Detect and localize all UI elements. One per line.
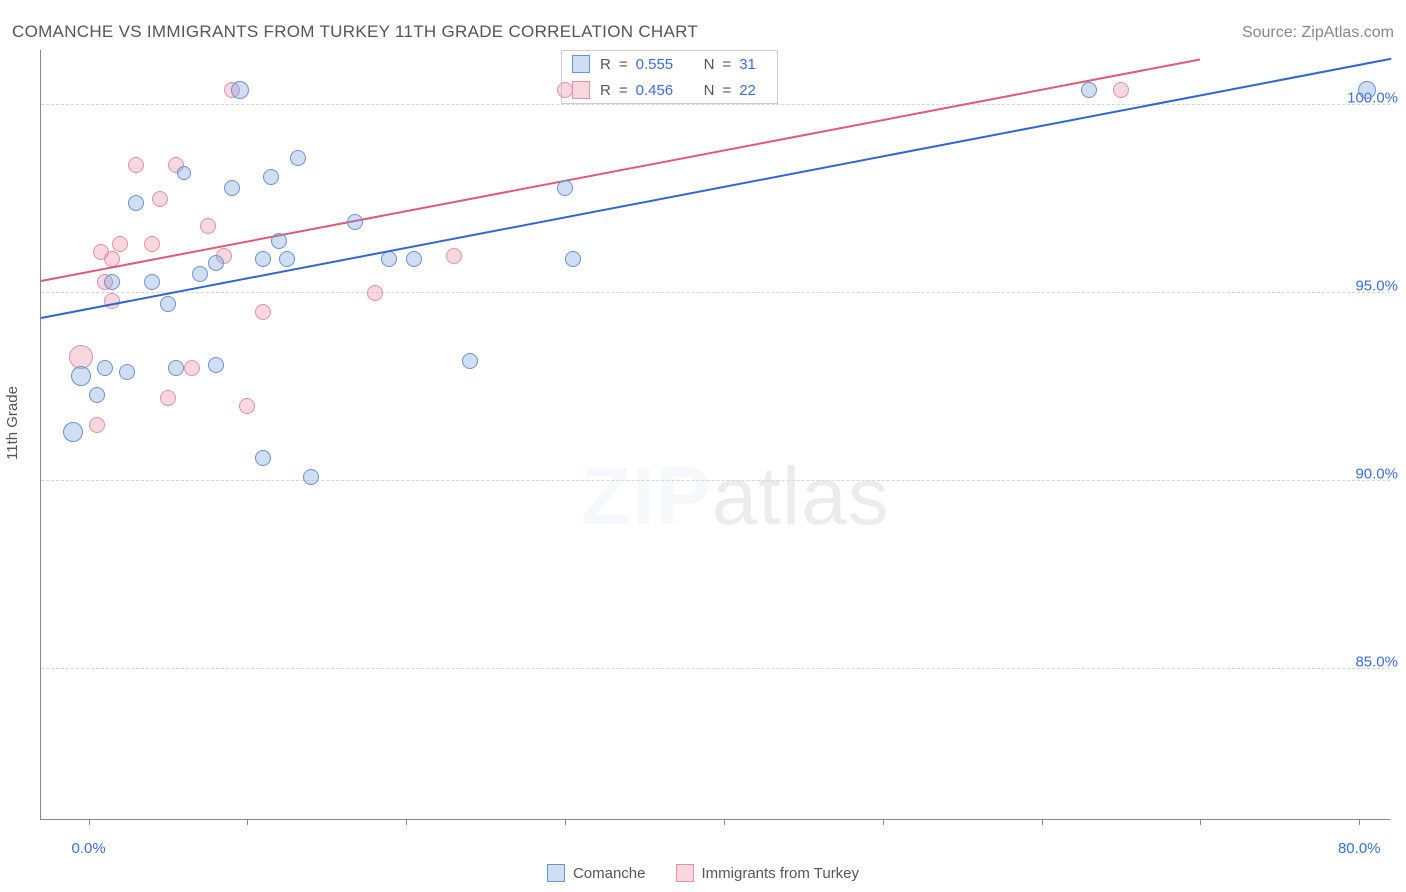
data-point-turkey [160, 390, 176, 406]
data-point-turkey [239, 398, 255, 414]
x-tick [883, 819, 884, 825]
data-point-comanche [128, 195, 144, 211]
r-label: R [600, 82, 611, 99]
data-point-turkey [128, 157, 144, 173]
x-tick [1200, 819, 1201, 825]
x-tick [89, 819, 90, 825]
data-point-comanche [1081, 82, 1097, 98]
data-point-turkey [1113, 82, 1129, 98]
corr-row-comanche: R = 0.555 N = 31 [562, 51, 777, 77]
data-point-comanche [381, 251, 397, 267]
data-point-turkey [255, 304, 271, 320]
source-prefix: Source: [1242, 24, 1302, 41]
swatch-comanche [572, 55, 590, 73]
data-point-turkey [89, 417, 105, 433]
data-point-turkey [200, 218, 216, 234]
source-name: ZipAtlas.com [1302, 24, 1394, 41]
data-point-turkey [112, 236, 128, 252]
watermark-bold: ZIP [581, 451, 712, 542]
n-value: 31 [739, 56, 767, 73]
r-label: R [600, 56, 611, 73]
data-point-turkey [367, 285, 383, 301]
data-point-comanche [1358, 81, 1376, 99]
data-point-comanche [177, 166, 191, 180]
y-tick-label: 85.0% [1355, 653, 1398, 670]
n-label: N [704, 56, 715, 73]
data-point-comanche [347, 214, 363, 230]
x-tick-label: 0.0% [72, 840, 106, 857]
scatter-chart: ZIPatlas R=0.555N=31R=0.456N=22 85.0%90.… [40, 50, 1390, 820]
data-point-comanche [255, 450, 271, 466]
data-point-comanche [119, 364, 135, 380]
gridline [41, 480, 1390, 481]
watermark: ZIPatlas [581, 450, 890, 544]
n-value: 22 [739, 82, 767, 99]
data-point-comanche [303, 469, 319, 485]
data-point-comanche [557, 180, 573, 196]
x-tick [247, 819, 248, 825]
data-point-comanche [224, 180, 240, 196]
gridline [41, 292, 1390, 293]
x-tick [1359, 819, 1360, 825]
data-point-comanche [63, 422, 83, 442]
data-point-comanche [255, 251, 271, 267]
source-attribution: Source: ZipAtlas.com [1242, 24, 1394, 42]
r-value: 0.555 [636, 56, 688, 73]
data-point-comanche [168, 360, 184, 376]
legend-label: Comanche [573, 865, 646, 882]
data-point-turkey [144, 236, 160, 252]
equals: = [619, 82, 628, 99]
data-point-comanche [462, 353, 478, 369]
data-point-comanche [144, 274, 160, 290]
y-tick-label: 95.0% [1355, 278, 1398, 295]
data-point-comanche [104, 274, 120, 290]
data-point-comanche [406, 251, 422, 267]
data-point-comanche [279, 251, 295, 267]
data-point-comanche [160, 296, 176, 312]
corr-row-turkey: R = 0.456 N = 22 [562, 77, 777, 103]
legend-label: Immigrants from Turkey [702, 865, 860, 882]
legend-swatch-comanche [547, 864, 565, 882]
x-tick [1042, 819, 1043, 825]
correlation-legend: R = 0.555 N = 31 R = 0.456 N = 22 [561, 50, 778, 104]
y-axis-label: 11th Grade [4, 386, 21, 460]
data-point-comanche [89, 387, 105, 403]
gridline [41, 668, 1390, 669]
swatch-turkey [572, 81, 590, 99]
data-point-comanche [71, 366, 91, 386]
data-point-turkey [446, 248, 462, 264]
equals: = [619, 56, 628, 73]
x-tick-label: 80.0% [1338, 840, 1381, 857]
y-tick-label: 90.0% [1355, 465, 1398, 482]
data-point-comanche [97, 360, 113, 376]
legend-swatch-turkey [676, 864, 694, 882]
legend-item-turkey: Immigrants from Turkey [676, 864, 860, 882]
equals: = [722, 56, 731, 73]
legend-item-comanche: Comanche [547, 864, 646, 882]
data-point-comanche [231, 81, 249, 99]
data-point-turkey [152, 191, 168, 207]
data-point-turkey [557, 82, 573, 98]
data-point-comanche [271, 233, 287, 249]
data-point-comanche [208, 357, 224, 373]
equals: = [722, 82, 731, 99]
gridline [41, 104, 1390, 105]
chart-title: COMANCHE VS IMMIGRANTS FROM TURKEY 11TH … [12, 22, 698, 42]
x-tick [724, 819, 725, 825]
series-legend: Comanche Immigrants from Turkey [0, 864, 1406, 882]
watermark-rest: atlas [712, 451, 890, 542]
data-point-comanche [208, 255, 224, 271]
n-label: N [704, 82, 715, 99]
data-point-comanche [565, 251, 581, 267]
x-tick [406, 819, 407, 825]
data-point-comanche [192, 266, 208, 282]
data-point-comanche [290, 150, 306, 166]
x-tick [565, 819, 566, 825]
data-point-turkey [184, 360, 200, 376]
r-value: 0.456 [636, 82, 688, 99]
data-point-comanche [263, 169, 279, 185]
